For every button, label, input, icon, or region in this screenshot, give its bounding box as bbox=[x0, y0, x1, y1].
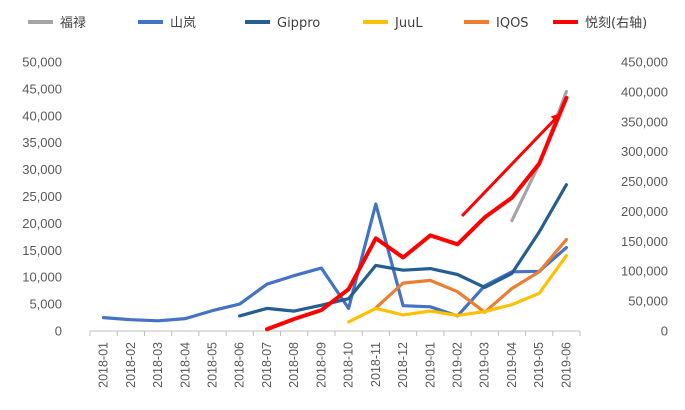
x-tick-label: 2018-01 bbox=[97, 342, 111, 388]
y2-tick-label: 450,000 bbox=[621, 55, 668, 70]
x-axis: 2018-01 2018-02 2018-03 2018-04 2018-05 2018-… bbox=[89, 331, 581, 388]
y-tick-label: 0 bbox=[55, 324, 62, 339]
y-tick-label: 20,000 bbox=[22, 216, 62, 231]
y2-tick-label: 400,000 bbox=[621, 84, 668, 99]
series-line bbox=[347, 254, 569, 324]
legend-label: 山岚 bbox=[170, 16, 196, 31]
x-tick-label: 2019-03 bbox=[478, 342, 492, 388]
x-tick-label: 2018-11 bbox=[369, 342, 383, 387]
series-悦刻(右轴) bbox=[264, 95, 569, 332]
y2-tick-label: 0 bbox=[661, 324, 668, 339]
x-tick-label: 2018-03 bbox=[151, 342, 165, 388]
x-tick-label: 2018-10 bbox=[342, 342, 356, 388]
series-line bbox=[374, 237, 569, 314]
y-axis-right: 0 50,000 100,000 150,000 200,000 250,000 300,0… bbox=[621, 55, 668, 339]
y-tick-label: 35,000 bbox=[22, 135, 62, 150]
y2-tick-label: 200,000 bbox=[621, 204, 668, 219]
series-IQOS bbox=[374, 237, 569, 314]
x-tick-label: 2019-05 bbox=[532, 342, 546, 388]
legend: 福禄 山岚 Gippro JuuL IQOS 悦刻(右轴) bbox=[28, 16, 647, 31]
y-tick-label: 25,000 bbox=[22, 189, 62, 204]
y-tick-label: 10,000 bbox=[22, 270, 62, 285]
legend-label: JuuL bbox=[394, 16, 423, 31]
x-tick-label: 2019-01 bbox=[423, 342, 437, 388]
series-layer bbox=[101, 89, 569, 332]
series-line bbox=[264, 95, 569, 332]
y-tick-label: 45,000 bbox=[22, 81, 62, 96]
y-tick-label: 5,000 bbox=[29, 297, 62, 312]
x-tick-label: 2018-06 bbox=[233, 342, 247, 388]
legend-label: 福禄 bbox=[60, 16, 86, 31]
legend-label: IQOS bbox=[496, 16, 529, 31]
y2-tick-label: 150,000 bbox=[621, 234, 668, 249]
x-tick-label: 2018-08 bbox=[287, 342, 301, 388]
x-tick-label: 2019-04 bbox=[505, 342, 519, 388]
series-line bbox=[238, 183, 569, 318]
y-axis-left: 0 5,000 10,000 15,000 20,000 25,000 30,000 35,0… bbox=[22, 55, 62, 339]
series-JuuL bbox=[347, 254, 569, 324]
x-tick-label: 2018-12 bbox=[396, 342, 410, 388]
y2-tick-label: 300,000 bbox=[621, 144, 668, 159]
y-tick-label: 15,000 bbox=[22, 243, 62, 258]
legend-label: Gippro bbox=[277, 16, 320, 31]
x-tick-label: 2019-02 bbox=[451, 342, 465, 388]
legend-label: 悦刻(右轴) bbox=[585, 16, 647, 31]
y2-tick-label: 250,000 bbox=[621, 174, 668, 189]
x-tick-label: 2018-04 bbox=[178, 342, 192, 388]
x-tick-label: 2018-02 bbox=[124, 342, 138, 388]
series-Gippro bbox=[238, 183, 569, 318]
x-tick-label: 2018-09 bbox=[314, 342, 328, 388]
y2-tick-label: 100,000 bbox=[621, 264, 668, 279]
x-tick-label: 2018-05 bbox=[206, 342, 220, 388]
x-tick-label: 2018-07 bbox=[260, 342, 274, 388]
y-tick-label: 30,000 bbox=[22, 162, 62, 177]
y-tick-label: 50,000 bbox=[22, 55, 62, 70]
y-tick-label: 40,000 bbox=[22, 108, 62, 123]
trend-arrow bbox=[460, 112, 562, 218]
y2-tick-label: 50,000 bbox=[628, 294, 668, 309]
x-tick-label: 2019-06 bbox=[559, 342, 573, 388]
y2-tick-label: 350,000 bbox=[621, 114, 668, 129]
